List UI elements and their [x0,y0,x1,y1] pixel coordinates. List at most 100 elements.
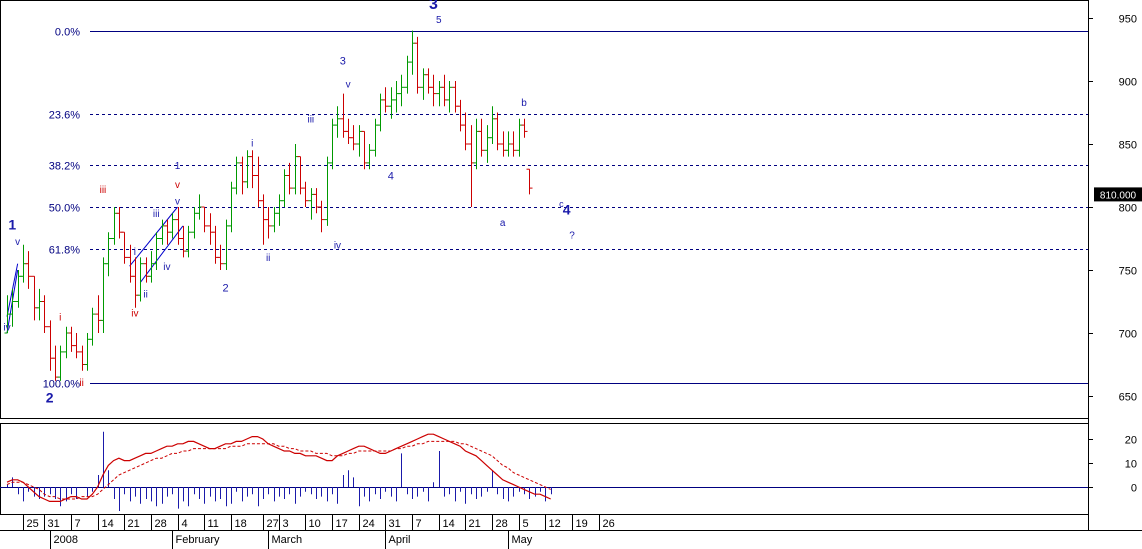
wave-label: ii [143,290,147,301]
ohlc-bar [169,213,176,239]
wave-label: v [175,196,180,207]
wave-label: ii [79,378,83,389]
ohlc-bar [521,118,528,138]
wave-label: 3 [340,56,346,68]
month-label: May [512,534,533,546]
ohlc-bar [366,144,373,170]
current-price-label: 810.000 [1100,190,1137,201]
ohlc-bar [302,181,309,207]
date-tick-label: 17 [336,518,348,530]
ohlc-bar [89,307,96,346]
month-label: March [272,534,303,546]
ohlc-bar [249,150,256,189]
wave-label: iii [307,115,314,126]
date-tick-label: 31 [389,518,401,530]
ohlc-bar [73,333,80,359]
wave-label: b [521,98,527,109]
date-tick-label: 26 [603,518,615,530]
ohlc-bar [430,74,437,107]
ohlc-bar [526,168,533,195]
price-tick-label: 650 [1119,392,1137,404]
wave-label: v [15,237,20,248]
oscillator-tick-label: 10 [1125,459,1137,471]
date-tick-label: 14 [443,518,455,530]
fib-level-label: 50.0% [49,203,80,215]
date-tick-label: 24 [363,518,375,530]
month-label: February [176,534,221,546]
month-strip [0,531,1142,549]
date-axis: 25 31 7 14 21 28 4 11 18 27 3 10 17 24 31 7 14 21 28 5 12 19 2… [0,514,1142,549]
current-price-tag [1094,187,1142,202]
date-tick-label: 21 [469,518,481,530]
ohlc-bar [57,345,64,381]
date-tick-label: 25 [27,518,39,530]
oscillator-signal-line [6,440,551,500]
price-tick-label: 700 [1119,329,1137,341]
ohlc-bar [446,81,453,113]
month-label: 2008 [54,534,78,546]
ohlc-bar [9,288,16,327]
ohlc-bar [153,232,160,270]
wave-label: v [175,180,180,191]
wave-label: i [59,312,61,323]
fib-level-label: 61.8% [49,245,80,257]
wave-label: 4 [388,170,394,182]
date-tick-label: 10 [309,518,321,530]
wave-label: iv [3,322,10,333]
ohlc-bar [286,162,293,195]
wave-label: iii [100,185,107,196]
ohlc-bar [121,231,128,264]
ohlc-bar [334,106,341,138]
date-tick-label: 18 [235,518,247,530]
oscillator-tick-label: 20 [1125,435,1137,447]
wave-label: iv [334,241,341,252]
ohlc-bar [494,112,501,151]
oscillator-pane [0,423,1089,515]
price-tick-label: 800 [1119,203,1137,215]
wave-label: a [500,218,506,229]
wave-label: ? [569,231,575,242]
month-label: April [389,534,411,546]
wave-label: 4 [563,202,571,218]
trend-channel-line [139,225,184,283]
date-tick-label: 7 [75,518,81,530]
wave-label: 2 [46,389,54,405]
ohlc-bar [201,206,208,233]
ohlc-bar [318,200,325,233]
price-tick-label: 900 [1119,77,1137,89]
ohlc-bar [41,295,48,333]
ohlc-bar [350,125,357,151]
date-tick-label: 3 [283,518,289,530]
ohlc-bar [137,257,144,302]
wave-label: ii [266,253,270,264]
wave-label: i [134,247,136,258]
price-pane: 0.0%23.6%38.2%50.0%61.8%100.0%1viv2iiiii… [0,0,1089,419]
ohlc-bar [414,36,421,94]
price-tick-label: 750 [1119,266,1137,278]
wave-label: iii [153,209,160,220]
wave-label: iv [163,262,170,273]
date-tick-label: 12 [549,518,561,530]
wave-label: 2 [222,282,228,294]
price-tick-label: 950 [1119,14,1137,26]
ohlc-bar [233,156,240,195]
fib-level-label: 38.2% [49,161,80,173]
ohlc-bar [265,207,272,239]
wave-label: 1 [8,217,16,233]
date-tick-label: 21 [128,518,140,530]
date-tick-label: 4 [182,518,188,530]
ohlc-bar [398,74,405,107]
date-tick-label: 27 [267,518,279,530]
wave-label: 1 [175,161,181,172]
ohlc-bar [382,87,389,113]
date-tick-label: 11 [208,518,219,530]
wave-label: i [251,139,253,150]
ohlc-bar [462,112,469,151]
ohlc-bar [478,118,485,157]
wave-label: v [346,79,351,90]
price-axis: 650 700 750 800 850 900 950 810.000 20 10 0 [1088,0,1142,530]
date-tick-label: 14 [102,518,114,530]
date-tick-label: 5 [523,518,529,530]
date-tick-label: 7 [416,518,422,530]
